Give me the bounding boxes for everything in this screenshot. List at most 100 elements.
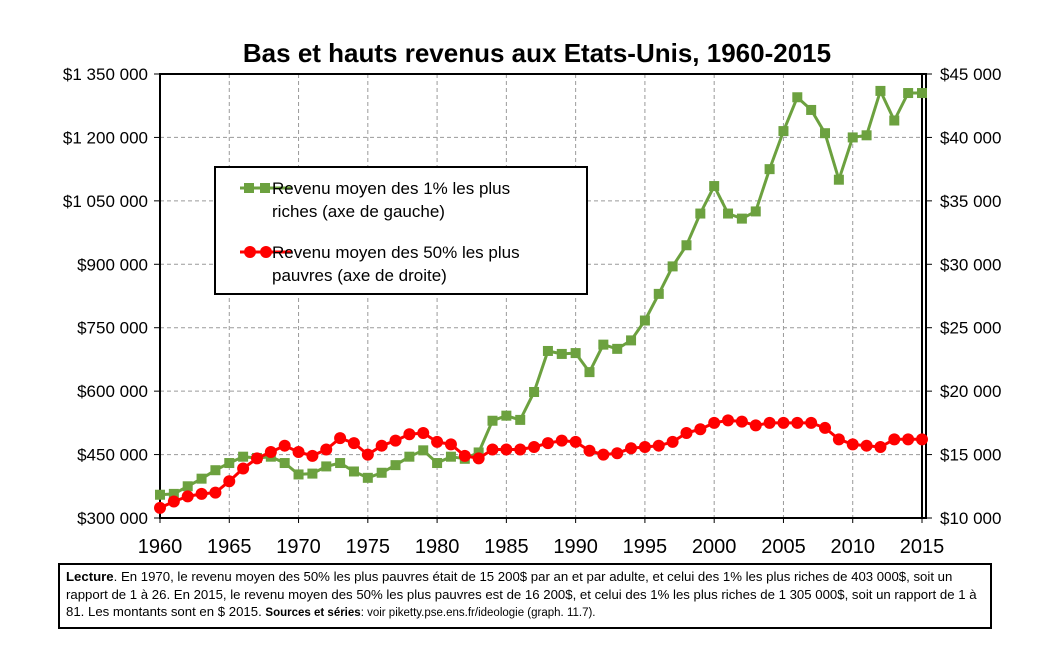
- top1-point: [847, 132, 858, 143]
- bottom50-point: [819, 421, 832, 434]
- bottom50-point: [569, 435, 582, 448]
- bottom50-point: [625, 442, 638, 455]
- left-tick-label: $900 000: [77, 255, 148, 274]
- x-tick-label: 1965: [207, 536, 252, 558]
- top1-point: [792, 92, 803, 103]
- legend-marker: [244, 246, 256, 258]
- note-lead: Lecture: [66, 569, 114, 584]
- bottom50-point: [389, 434, 402, 447]
- top1-point: [238, 451, 249, 462]
- x-tick-label: 1975: [346, 536, 391, 558]
- bottom50-point: [334, 432, 347, 445]
- top1-point: [903, 88, 914, 99]
- top1-point: [418, 445, 429, 456]
- left-tick-label: $450 000: [77, 446, 148, 465]
- bottom50-point: [375, 439, 388, 452]
- x-tick-label: 2005: [761, 536, 806, 558]
- top1-point: [376, 467, 387, 478]
- top1-point: [542, 345, 553, 356]
- top1-point: [806, 104, 817, 115]
- top1-point: [598, 339, 609, 350]
- legend-entries: Revenu moyen des 1% les plus riches (axe …: [240, 179, 520, 285]
- left-tick-label: $1 200 000: [63, 128, 148, 147]
- bottom50-point: [500, 443, 513, 456]
- top1-point: [168, 488, 179, 499]
- right-tick-label: $15 000: [940, 446, 1001, 465]
- right-axis-ticks: $10 000 $15 000 $20 000 $25 000 $30 000 $35 0…: [926, 65, 1001, 528]
- top1-point: [750, 206, 761, 217]
- bottom50-point: [763, 416, 776, 429]
- bottom50-point: [250, 452, 263, 465]
- bottom50-point: [403, 428, 416, 441]
- top1-point: [556, 348, 567, 359]
- bottom50-point: [874, 440, 887, 453]
- top1-point: [390, 460, 401, 471]
- bottom50-point: [264, 446, 277, 459]
- x-tick-label: 2000: [692, 536, 737, 558]
- left-tick-label: $600 000: [77, 382, 148, 401]
- legend-label-line1: Revenu moyen des 50% les plus: [272, 243, 520, 262]
- x-tick-label: 1990: [553, 536, 598, 558]
- bottom50-point: [431, 435, 444, 448]
- top1-point: [861, 130, 872, 141]
- legend-marker: [260, 246, 272, 258]
- legend-entry: Revenu moyen des 50% les plus pauvres (ax…: [240, 243, 520, 285]
- bottom50-point: [846, 438, 859, 451]
- legend-entry: Revenu moyen des 1% les plus riches (axe …: [240, 179, 510, 221]
- bottom50-point: [611, 447, 624, 460]
- note-body: . En 1970, le revenu moyen des 50% les p…: [66, 569, 977, 619]
- bottom50-point: [777, 416, 790, 429]
- series-bottom50-line: [159, 418, 922, 510]
- right-tick-label: $10 000: [940, 509, 1001, 528]
- bottom50-point: [237, 462, 250, 475]
- top1-point: [681, 240, 692, 251]
- top1-point: [445, 451, 456, 462]
- x-tick-label: 1995: [623, 536, 668, 558]
- bottom50-point: [735, 415, 748, 428]
- top1-point: [626, 335, 637, 346]
- top1-point: [362, 472, 373, 483]
- bottom50-point: [472, 452, 485, 465]
- series-top1-group: [155, 85, 927, 500]
- note-sources-label: Sources et séries: [265, 607, 361, 619]
- bottom50-point: [583, 444, 596, 457]
- right-tick-label: $30 000: [940, 255, 1001, 274]
- x-tick-label: 2015: [900, 536, 945, 558]
- bottom50-point: [417, 427, 430, 440]
- bottom50-point: [791, 416, 804, 429]
- note-sources-text: : voir piketty.pse.ens.fr/ideologie (gra…: [360, 607, 596, 619]
- top1-point: [487, 415, 498, 426]
- series-bottom50-group: [154, 414, 928, 514]
- legend-marker: [260, 183, 270, 193]
- x-tick-label: 1970: [276, 536, 321, 558]
- top1-point: [210, 465, 221, 476]
- bottom50-point: [708, 416, 721, 429]
- bottom50-point: [167, 495, 180, 508]
- bottom50-point: [486, 443, 499, 456]
- reading-note: Lecture. En 1970, le revenu moyen des 50…: [58, 563, 992, 629]
- bottom50-point: [195, 487, 208, 500]
- bottom50-point: [278, 439, 291, 452]
- top1-point: [875, 85, 886, 96]
- bottom50-point: [154, 501, 166, 514]
- bottom50-point: [652, 439, 665, 452]
- top1-point: [515, 414, 526, 425]
- bottom50-point: [902, 433, 915, 446]
- top1-point: [667, 261, 678, 272]
- left-tick-label: $1 050 000: [63, 192, 148, 211]
- x-tick-label: 1985: [484, 536, 529, 558]
- bottom50-point: [694, 423, 707, 436]
- right-tick-label: $45 000: [940, 65, 1001, 84]
- bottom50-point: [638, 440, 651, 453]
- top1-point: [348, 466, 359, 477]
- bottom50-point: [541, 437, 554, 450]
- top1-point: [307, 468, 318, 479]
- top1-point: [653, 288, 664, 299]
- top1-point: [764, 164, 775, 175]
- bottom50-point: [361, 448, 374, 461]
- top1-point: [293, 469, 304, 480]
- left-tick-label: $300 000: [77, 509, 148, 528]
- chart-title: Bas et hauts revenus aux Etats-Unis, 196…: [243, 38, 831, 68]
- top1-point: [778, 126, 789, 137]
- top1-point: [404, 451, 415, 462]
